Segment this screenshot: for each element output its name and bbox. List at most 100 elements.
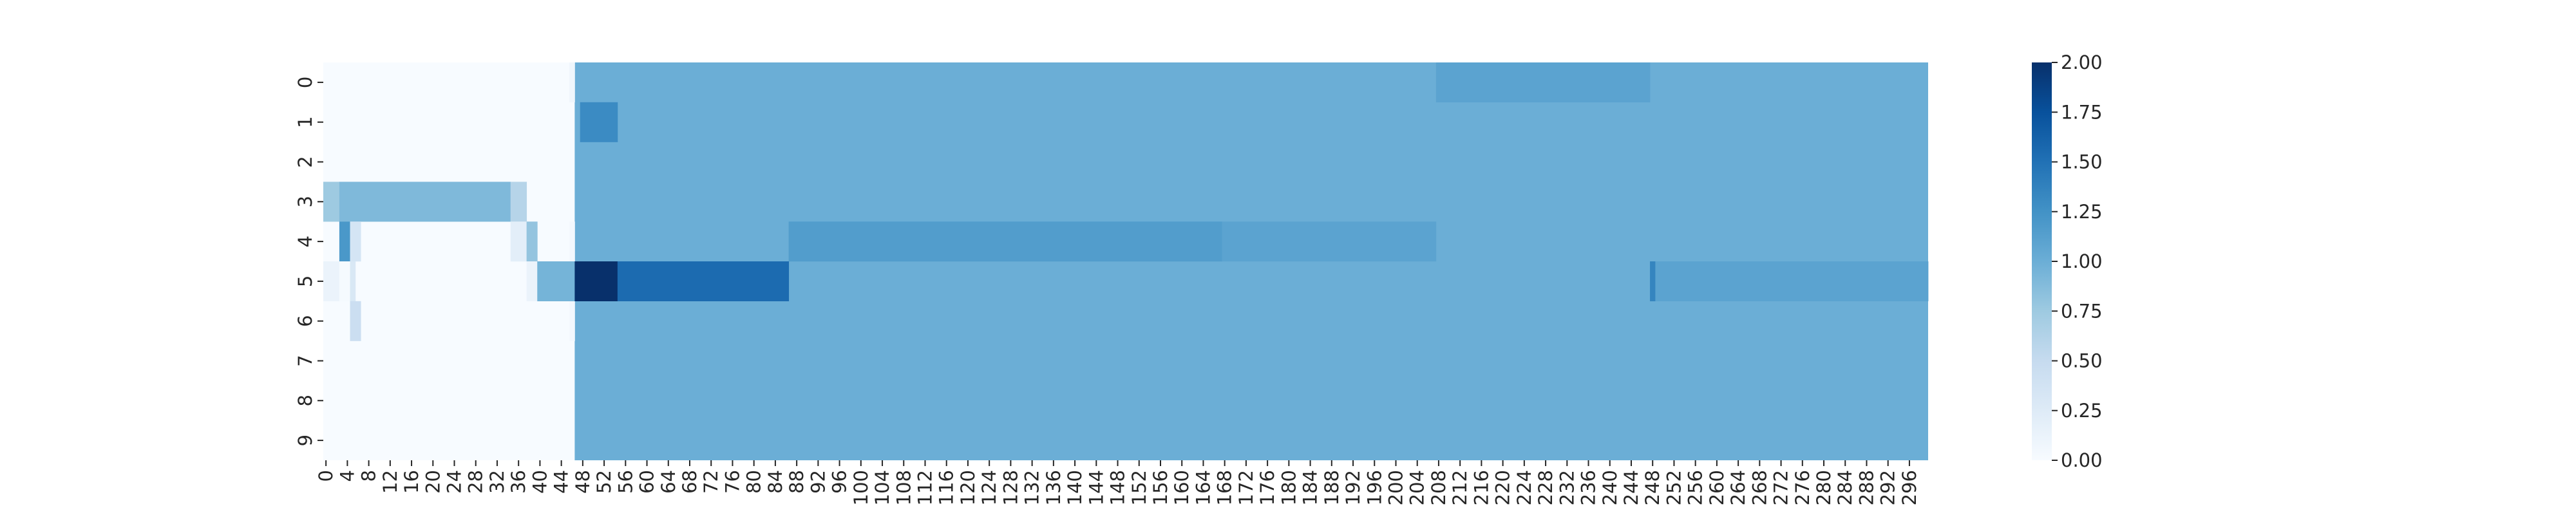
heatmap-cell bbox=[1222, 221, 1437, 262]
x-tick-label: 248 bbox=[1642, 470, 1663, 505]
x-tick-label: 40 bbox=[529, 470, 551, 494]
heatmap-cell bbox=[350, 221, 361, 262]
x-tick-label: 192 bbox=[1342, 470, 1364, 505]
colorbar-tick-label: 1.25 bbox=[2061, 201, 2103, 223]
heatmap-cells bbox=[323, 62, 1929, 460]
heatmap-cell bbox=[339, 261, 350, 301]
x-tick-label: 168 bbox=[1214, 470, 1236, 505]
x-tick-label: 148 bbox=[1107, 470, 1129, 505]
colorbar-tick-label: 0.00 bbox=[2061, 449, 2103, 471]
heatmap-cell bbox=[1650, 261, 1656, 301]
x-tick-label: 80 bbox=[743, 470, 765, 494]
x-tick-label: 208 bbox=[1428, 470, 1450, 505]
x-tick-label: 212 bbox=[1449, 470, 1471, 505]
x-tick-label: 140 bbox=[1064, 470, 1086, 505]
colorbar-tick-label: 0.25 bbox=[2061, 400, 2103, 422]
heatmap-cell bbox=[323, 261, 340, 301]
heatmap-cell bbox=[569, 221, 575, 262]
x-tick-label: 164 bbox=[1192, 470, 1214, 505]
x-tick-label: 220 bbox=[1492, 470, 1514, 505]
heatmap-cell bbox=[510, 182, 527, 222]
heatmap-cell bbox=[617, 261, 790, 301]
x-tick-label: 200 bbox=[1385, 470, 1406, 505]
x-tick-label: 128 bbox=[999, 470, 1021, 505]
colorbar-gradient bbox=[2032, 62, 2052, 460]
x-tick-label: 100 bbox=[850, 470, 872, 505]
colorbar-tick-label: 2.00 bbox=[2061, 52, 2103, 73]
x-tick-label: 144 bbox=[1085, 470, 1107, 505]
heatmap-cell bbox=[339, 182, 511, 222]
colorbar-tick-label: 0.50 bbox=[2061, 350, 2103, 372]
heatmap-cell bbox=[1435, 62, 1651, 102]
x-tick-label: 280 bbox=[1813, 470, 1835, 505]
x-tick-label: 216 bbox=[1470, 470, 1492, 505]
x-tick-label: 184 bbox=[1300, 470, 1321, 505]
colorbar-tick-label: 1.00 bbox=[2061, 250, 2103, 272]
x-tick-label: 52 bbox=[593, 470, 615, 494]
x-tick-label: 16 bbox=[401, 470, 422, 494]
x-tick-label: 196 bbox=[1363, 470, 1385, 505]
y-tick-label: 9 bbox=[294, 435, 316, 446]
x-tick-label: 292 bbox=[1877, 470, 1899, 505]
x-tick-label: 172 bbox=[1235, 470, 1257, 505]
x-tick-label: 92 bbox=[807, 470, 829, 494]
heatmap-cell bbox=[1655, 261, 1929, 301]
x-tick-label: 60 bbox=[636, 470, 658, 494]
heatmap-cell bbox=[569, 301, 575, 341]
x-tick-label: 204 bbox=[1406, 470, 1428, 505]
x-tick-label: 48 bbox=[572, 470, 594, 494]
x-tick-label: 156 bbox=[1150, 470, 1171, 505]
x-tick-label: 64 bbox=[658, 470, 679, 494]
y-tick-label: 4 bbox=[294, 236, 316, 247]
x-tick-label: 288 bbox=[1855, 470, 1877, 505]
x-tick-label: 260 bbox=[1706, 470, 1728, 505]
x-tick-label: 224 bbox=[1513, 470, 1535, 505]
x-tick-label: 56 bbox=[614, 470, 636, 494]
x-tick-label: 112 bbox=[914, 470, 936, 505]
x-tick-label: 96 bbox=[829, 470, 851, 494]
x-tick-label: 124 bbox=[978, 470, 1000, 505]
y-tick-label: 5 bbox=[294, 276, 316, 287]
x-tick-label: 232 bbox=[1556, 470, 1578, 505]
heatmap-cell bbox=[537, 261, 575, 301]
x-tick-label: 276 bbox=[1792, 470, 1814, 505]
x-tick-label: 20 bbox=[422, 470, 444, 494]
x-tick-label: 244 bbox=[1620, 470, 1642, 505]
x-tick-label: 176 bbox=[1256, 470, 1278, 505]
colorbar-tick-label: 1.75 bbox=[2061, 101, 2103, 123]
x-tick-label: 180 bbox=[1278, 470, 1300, 505]
x-tick-label: 24 bbox=[444, 470, 466, 494]
x-tick-label: 120 bbox=[957, 470, 979, 505]
y-tick-label: 6 bbox=[294, 315, 316, 326]
heatmap-cell bbox=[339, 221, 350, 262]
y-tick-label: 8 bbox=[294, 395, 316, 406]
colorbar-tick-label: 0.75 bbox=[2061, 300, 2103, 322]
x-tick-label: 88 bbox=[786, 470, 808, 494]
x-tick-label: 228 bbox=[1535, 470, 1557, 505]
x-tick-label: 8 bbox=[358, 470, 380, 482]
heatmap-cell bbox=[574, 261, 618, 301]
x-tick-label: 272 bbox=[1770, 470, 1792, 505]
x-tick-label: 76 bbox=[721, 470, 743, 494]
x-tick-label: 152 bbox=[1128, 470, 1150, 505]
x-tick-label: 116 bbox=[936, 470, 958, 505]
x-tick-label: 188 bbox=[1321, 470, 1343, 505]
y-tick-label: 1 bbox=[294, 116, 316, 127]
x-tick-label: 44 bbox=[551, 470, 573, 494]
x-tick-label: 28 bbox=[465, 470, 487, 494]
x-tick-label: 84 bbox=[764, 470, 786, 494]
y-tick-label: 7 bbox=[294, 355, 316, 366]
x-tick-label: 132 bbox=[1021, 470, 1043, 505]
y-tick-label: 0 bbox=[294, 77, 316, 88]
colorbar: 0.00 0.25 0.50 0.75 1.00 1.25 1.50 1.75 2.00 bbox=[2032, 52, 2103, 471]
heatmap-cell bbox=[526, 221, 538, 262]
heatmap-cell bbox=[350, 261, 356, 301]
x-tick-label: 268 bbox=[1748, 470, 1770, 505]
heatmap-cell bbox=[580, 102, 618, 142]
x-tick-label: 136 bbox=[1043, 470, 1065, 505]
heatmap-cell bbox=[510, 221, 527, 262]
heatmap-cell bbox=[569, 62, 575, 102]
x-tick-label: 108 bbox=[893, 470, 914, 505]
heatmap-cell bbox=[323, 182, 340, 222]
